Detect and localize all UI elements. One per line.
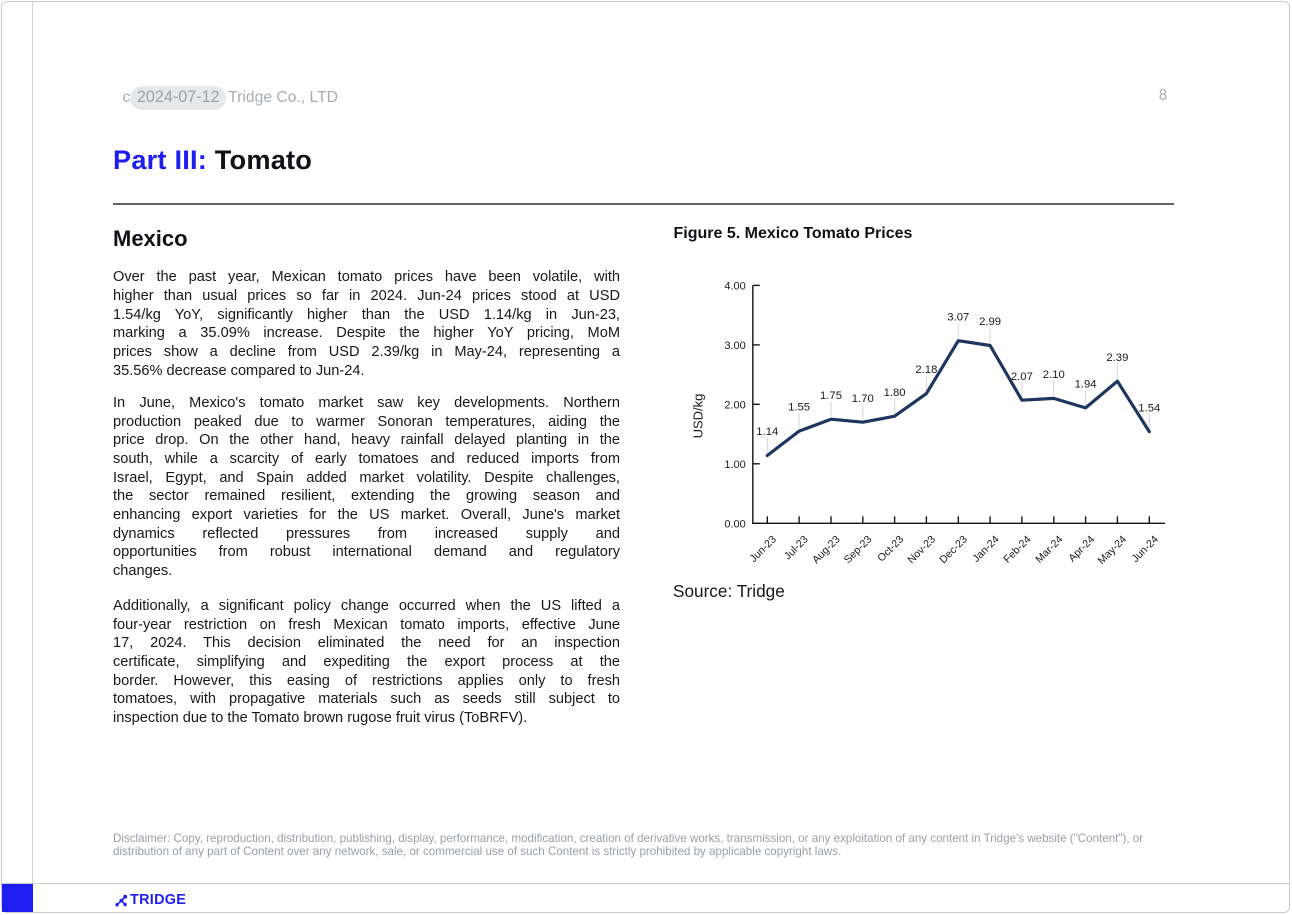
svg-text:Nov-23: Nov-23 — [905, 533, 938, 566]
svg-text:Oct-23: Oct-23 — [875, 533, 906, 564]
svg-text:Mar-24: Mar-24 — [1033, 533, 1065, 565]
svg-text:Dec-23: Dec-23 — [937, 533, 970, 566]
svg-text:1.70: 1.70 — [852, 393, 874, 405]
svg-text:3.07: 3.07 — [947, 311, 969, 323]
svg-text:Apr-24: Apr-24 — [1066, 533, 1097, 564]
svg-text:2.07: 2.07 — [1011, 371, 1033, 383]
svg-text:May-24: May-24 — [1096, 533, 1130, 567]
svg-text:Jul-23: Jul-23 — [782, 533, 811, 562]
svg-text:2.18: 2.18 — [915, 364, 937, 376]
svg-text:2.00: 2.00 — [724, 399, 745, 411]
svg-text:Sep-23: Sep-23 — [842, 533, 875, 566]
svg-text:2.39: 2.39 — [1106, 352, 1128, 364]
svg-text:2.10: 2.10 — [1043, 369, 1065, 381]
svg-text:Jun-24: Jun-24 — [1130, 533, 1161, 564]
svg-text:2.99: 2.99 — [979, 316, 1001, 328]
svg-text:4.00: 4.00 — [724, 280, 745, 292]
svg-text:1.00: 1.00 — [724, 459, 745, 471]
svg-text:Feb-24: Feb-24 — [1001, 533, 1033, 565]
svg-text:Jun-23: Jun-23 — [748, 533, 779, 564]
svg-text:USD/kg: USD/kg — [691, 394, 706, 439]
svg-text:1.80: 1.80 — [884, 387, 906, 399]
svg-text:1.14: 1.14 — [756, 426, 778, 438]
svg-text:Jan-24: Jan-24 — [970, 533, 1001, 564]
svg-text:1.55: 1.55 — [788, 402, 810, 414]
svg-text:1.54: 1.54 — [1138, 402, 1160, 414]
svg-text:3.00: 3.00 — [724, 340, 745, 352]
svg-text:1.75: 1.75 — [820, 390, 842, 402]
svg-text:Aug-23: Aug-23 — [810, 533, 843, 566]
svg-text:1.94: 1.94 — [1075, 379, 1097, 391]
svg-text:0.00: 0.00 — [724, 518, 745, 530]
